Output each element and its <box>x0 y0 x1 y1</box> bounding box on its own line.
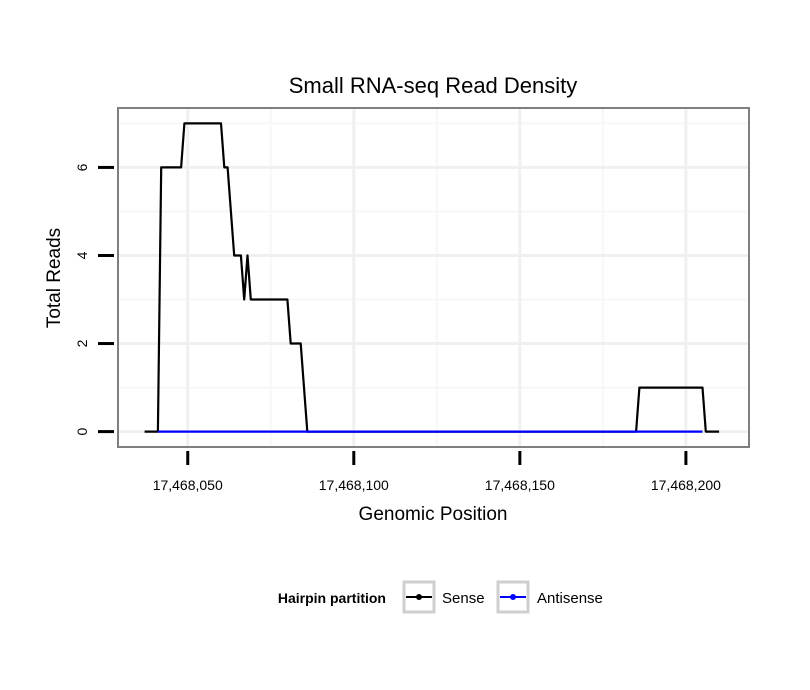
data-series <box>144 122 720 433</box>
y-tick-label-2: 4 <box>74 251 90 259</box>
x-axis-title: Genomic Position <box>359 504 508 525</box>
y-tick-label-1: 2 <box>74 339 90 347</box>
series-line-sense <box>144 122 720 433</box>
legend-label-sense: Sense <box>442 590 485 607</box>
x-axis: 17,468,050 17,468,100 17,468,150 17,468,200 <box>153 451 721 493</box>
y-axis: 0 2 4 6 <box>74 163 114 435</box>
legend: Hairpin partition Sense Antisense <box>278 580 603 614</box>
x-tick-label-0: 17,468,050 <box>153 477 223 493</box>
legend-title: Hairpin partition <box>278 590 386 606</box>
plot-border <box>117 107 750 448</box>
chart-title: Small RNA-seq Read Density <box>289 73 578 98</box>
legend-point-antisense <box>510 594 516 600</box>
y-tick-label-0: 0 <box>74 427 90 435</box>
y-axis-title: Total Reads <box>44 228 65 328</box>
x-tick-label-1: 17,468,100 <box>319 477 389 493</box>
legend-label-antisense: Antisense <box>537 590 603 607</box>
plot-background <box>118 108 749 447</box>
x-tick-label-3: 17,468,200 <box>651 477 721 493</box>
y-tick-label-3: 6 <box>74 163 90 171</box>
x-tick-label-2: 17,468,150 <box>485 477 555 493</box>
legend-point-sense <box>416 594 422 600</box>
